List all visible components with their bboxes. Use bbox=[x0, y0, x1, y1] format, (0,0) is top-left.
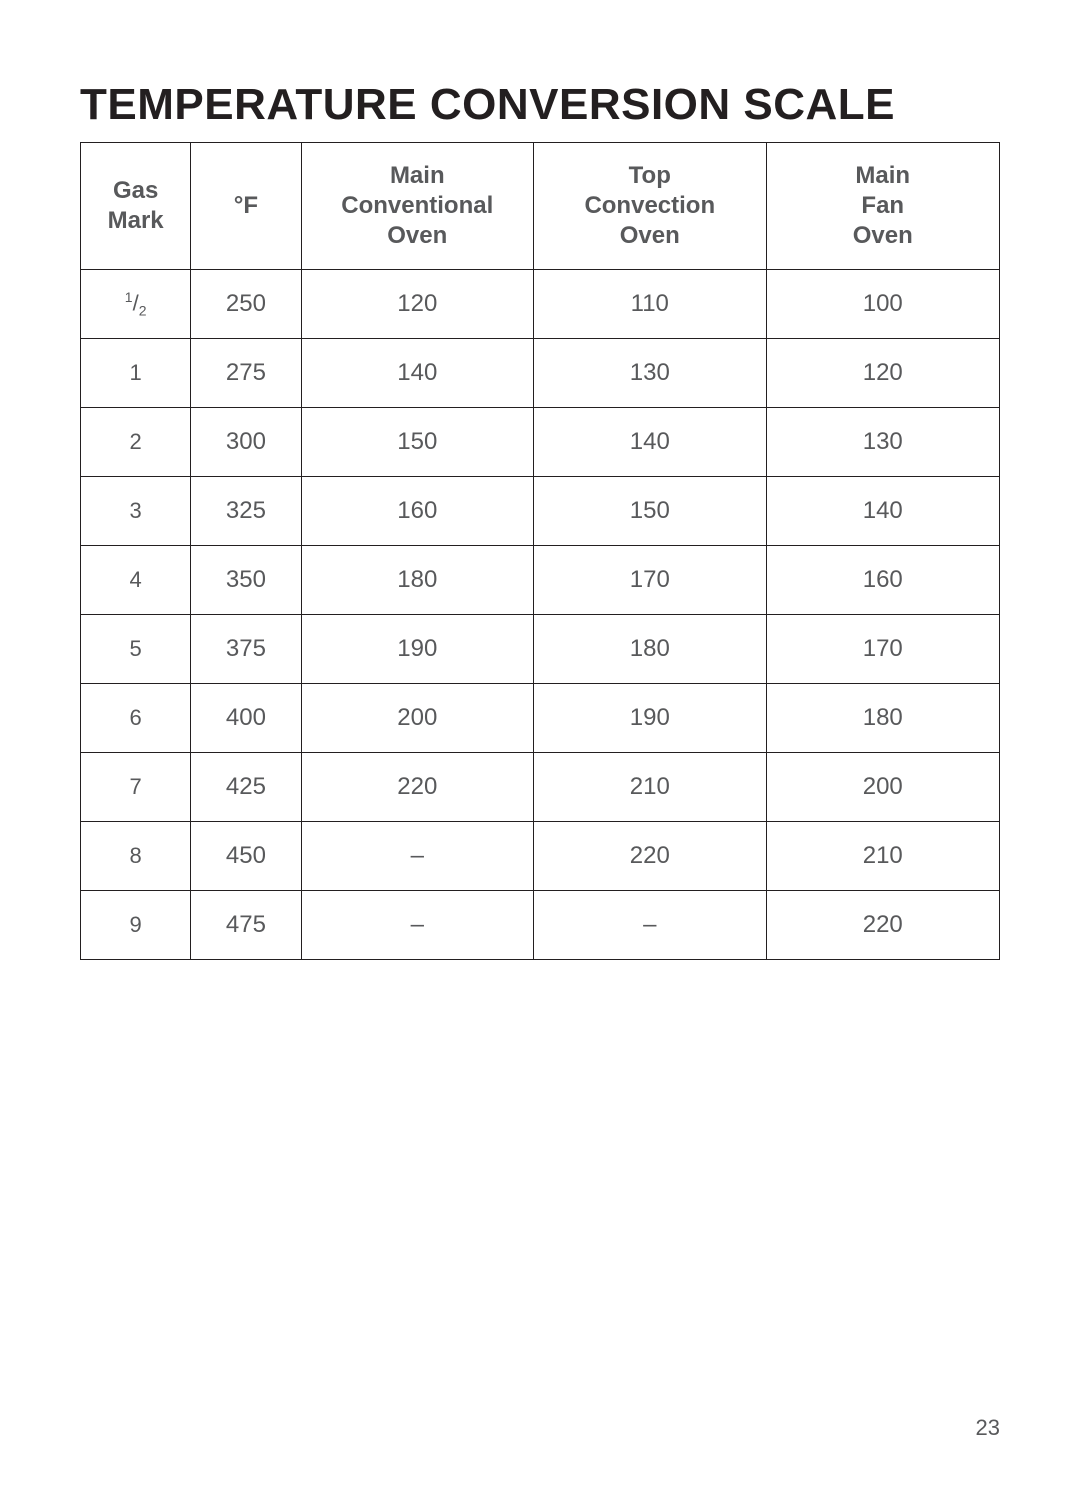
table-row: 8450–220210 bbox=[81, 822, 1000, 891]
table-cell: 160 bbox=[301, 477, 534, 546]
table-row: 1/2250120110100 bbox=[81, 270, 1000, 339]
table-cell: 200 bbox=[301, 684, 534, 753]
table-cell: 6 bbox=[81, 684, 191, 753]
table-cell: 180 bbox=[534, 615, 767, 684]
table-cell: – bbox=[534, 891, 767, 960]
table-cell: 275 bbox=[191, 339, 301, 408]
table-cell: 140 bbox=[766, 477, 999, 546]
table-cell: 8 bbox=[81, 822, 191, 891]
table-cell: 120 bbox=[301, 270, 534, 339]
table-cell: 3 bbox=[81, 477, 191, 546]
table-cell: 200 bbox=[766, 753, 999, 822]
table-row: 7425220210200 bbox=[81, 753, 1000, 822]
table-cell: 130 bbox=[534, 339, 767, 408]
table-cell: 350 bbox=[191, 546, 301, 615]
table-cell: 220 bbox=[301, 753, 534, 822]
table-cell: 300 bbox=[191, 408, 301, 477]
table-cell: 180 bbox=[766, 684, 999, 753]
table-cell: 425 bbox=[191, 753, 301, 822]
table-cell: – bbox=[301, 822, 534, 891]
table-row: 1275140130120 bbox=[81, 339, 1000, 408]
table-cell: 250 bbox=[191, 270, 301, 339]
table-cell: 325 bbox=[191, 477, 301, 546]
table-cell: 5 bbox=[81, 615, 191, 684]
table-cell: 170 bbox=[534, 546, 767, 615]
table-cell: 220 bbox=[766, 891, 999, 960]
table-header-row: GasMark°FMainConventionalOvenTopConvecti… bbox=[81, 143, 1000, 270]
table-header-cell: TopConvectionOven bbox=[534, 143, 767, 270]
table-head: GasMark°FMainConventionalOvenTopConvecti… bbox=[81, 143, 1000, 270]
table-cell: 190 bbox=[301, 615, 534, 684]
table-header-cell: GasMark bbox=[81, 143, 191, 270]
table-cell: 4 bbox=[81, 546, 191, 615]
table-header-cell: °F bbox=[191, 143, 301, 270]
table-cell: 170 bbox=[766, 615, 999, 684]
table-cell: 100 bbox=[766, 270, 999, 339]
page: TEMPERATURE CONVERSION SCALE GasMark°FMa… bbox=[0, 0, 1080, 1511]
table-cell: 150 bbox=[301, 408, 534, 477]
table-row: 9475––220 bbox=[81, 891, 1000, 960]
table-cell: 1 bbox=[81, 339, 191, 408]
conversion-table: GasMark°FMainConventionalOvenTopConvecti… bbox=[80, 142, 1000, 960]
page-number: 23 bbox=[976, 1415, 1000, 1441]
table-cell: 210 bbox=[766, 822, 999, 891]
table-cell: 180 bbox=[301, 546, 534, 615]
table-cell: 160 bbox=[766, 546, 999, 615]
table-header-cell: MainFanOven bbox=[766, 143, 999, 270]
table-cell: 2 bbox=[81, 408, 191, 477]
table-row: 4350180170160 bbox=[81, 546, 1000, 615]
table-cell: 190 bbox=[534, 684, 767, 753]
table-cell: 1/2 bbox=[81, 270, 191, 339]
table-cell: 220 bbox=[534, 822, 767, 891]
table-cell: 450 bbox=[191, 822, 301, 891]
table-cell: – bbox=[301, 891, 534, 960]
table-body: 1/22501201101001275140130120230015014013… bbox=[81, 270, 1000, 960]
table-header-cell: MainConventionalOven bbox=[301, 143, 534, 270]
table-row: 5375190180170 bbox=[81, 615, 1000, 684]
table-cell: 150 bbox=[534, 477, 767, 546]
table-cell: 110 bbox=[534, 270, 767, 339]
table-cell: 375 bbox=[191, 615, 301, 684]
table-row: 2300150140130 bbox=[81, 408, 1000, 477]
table-row: 6400200190180 bbox=[81, 684, 1000, 753]
table-cell: 140 bbox=[301, 339, 534, 408]
table-cell: 130 bbox=[766, 408, 999, 477]
table-row: 3325160150140 bbox=[81, 477, 1000, 546]
table-cell: 210 bbox=[534, 753, 767, 822]
table-cell: 140 bbox=[534, 408, 767, 477]
table-cell: 9 bbox=[81, 891, 191, 960]
table-cell: 400 bbox=[191, 684, 301, 753]
page-title: TEMPERATURE CONVERSION SCALE bbox=[80, 82, 1000, 128]
table-cell: 7 bbox=[81, 753, 191, 822]
table-cell: 120 bbox=[766, 339, 999, 408]
table-cell: 475 bbox=[191, 891, 301, 960]
